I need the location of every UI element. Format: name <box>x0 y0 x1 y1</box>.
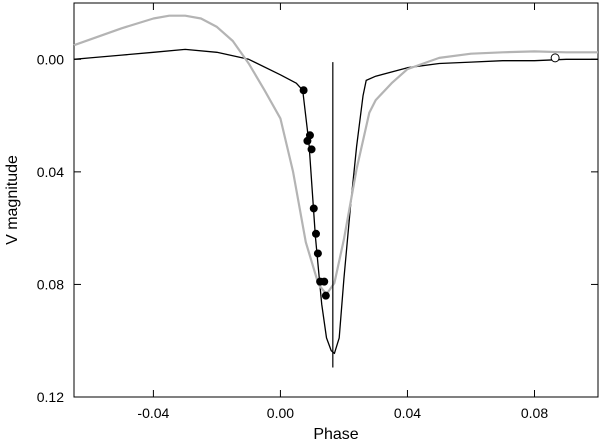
data-point <box>311 229 320 238</box>
x-tick-label: 0.08 <box>521 405 548 421</box>
plot-frame <box>73 2 599 398</box>
x-tick-label: 0.00 <box>267 405 294 421</box>
model-curve-black <box>73 48 598 355</box>
model-curve-gray <box>73 14 598 296</box>
x-tick-label: -0.04 <box>137 405 169 421</box>
y-tick-label: 0.00 <box>37 51 64 67</box>
data-point <box>321 291 330 300</box>
open-data-point <box>550 53 560 63</box>
data-point <box>313 249 322 258</box>
axis-ticks: -0.04 0.00 0.04 0.08 0.00 0.04 0.08 0.12 <box>37 3 598 421</box>
x-tick-label: 0.04 <box>394 405 421 421</box>
data-point <box>309 204 318 213</box>
y-tick-label: 0.12 <box>37 389 64 405</box>
data-point <box>307 145 316 154</box>
x-axis-label: Phase <box>313 426 358 443</box>
y-tick-label: 0.04 <box>37 164 64 180</box>
data-point <box>299 86 308 95</box>
y-axis-label: V magnitude <box>4 155 21 245</box>
data-point <box>305 131 314 140</box>
data-series <box>73 14 598 368</box>
y-tick-label: 0.08 <box>37 276 64 292</box>
data-point <box>320 277 329 286</box>
